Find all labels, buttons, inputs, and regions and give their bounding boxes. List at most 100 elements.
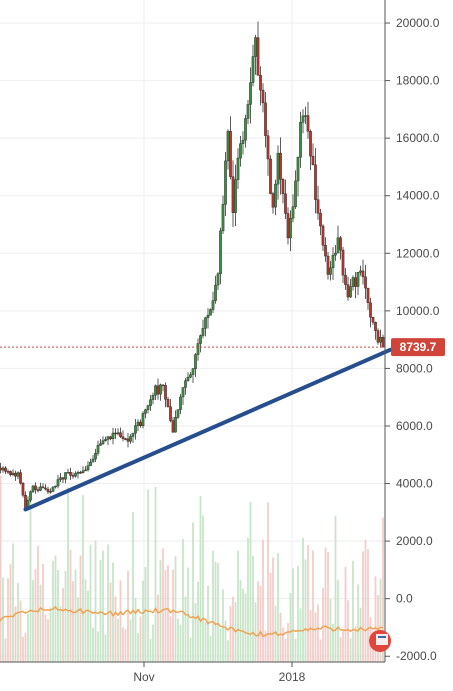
volume-bar [62,588,64,662]
candle-body [31,485,35,492]
candle-body [224,160,227,205]
candle-body [199,335,202,344]
volume-bar [279,612,282,662]
candle-body [101,440,105,444]
candle-body [74,473,77,477]
volume-bar [259,585,262,662]
y-tick-label: 0.0 [396,592,413,606]
volume-bar [77,597,79,662]
candle-body [326,255,330,275]
candle-body [4,467,7,472]
volume-bar [284,638,287,662]
volume-bar [307,544,309,662]
volume-bar [49,607,52,662]
y-tick-label: 2000.0 [396,534,433,548]
volume-bar [67,487,69,662]
candle-body [96,445,100,454]
volume-bar [44,614,47,662]
volume-bar [274,605,277,662]
volume-bar [217,563,219,662]
candle-body [369,302,372,318]
volume-bar [174,556,177,662]
candle-body [309,131,312,157]
volume-bar [317,604,319,662]
candle-body [141,413,145,427]
candle-body [84,469,87,472]
volume-bar [239,580,242,662]
volume-bar [72,581,74,662]
candle-body [19,472,22,484]
volume-bar [354,626,357,662]
candle-body [381,337,385,348]
volume-bar [149,638,152,662]
volume-bar [82,495,84,662]
volume-bar [304,559,307,662]
volume-bar [162,548,164,662]
candle-body [129,436,132,442]
volume-bar [319,639,322,662]
axes: 20000.0 18000.0 16000.0 14000.0 12000.0 10000… [0,0,440,684]
candle-body [274,183,277,208]
candle-body [234,179,237,213]
volume-bar [52,560,54,662]
y-tick-label: 8000.0 [396,361,433,375]
volume-bar [199,495,202,662]
volume-bar [89,544,92,662]
candle-body [116,432,120,435]
volume-bar [189,637,192,662]
volume-bar [252,555,254,662]
candle-body [281,179,285,195]
volume-bar [342,630,344,662]
candle-body [0,467,2,471]
volume-bar [94,540,97,662]
candle-body [86,465,90,471]
candle-body [124,438,127,440]
candle-body [21,482,25,496]
volume-bar [134,597,137,662]
volume-bar [297,566,299,662]
y-tick-label: 18000.0 [396,74,440,88]
volume-bar [294,638,297,662]
last-price-label: 8739.7 [400,340,437,354]
candle-body [99,443,102,446]
volume-bar [14,606,17,662]
candle-body [44,487,47,490]
candle-body [306,115,310,132]
volume-bar [367,549,369,662]
candle-body [174,417,177,433]
volume-bar [132,512,134,662]
volume-bar [287,622,289,662]
y-tick-label: -2000.0 [396,649,437,663]
candle-body [221,204,225,232]
volume-bar [289,593,292,662]
candle-body [214,284,217,301]
volume-bar [322,588,324,662]
volume-bar [4,638,7,662]
candle-body [134,425,137,434]
candle-body [131,432,135,437]
candle-body [341,249,345,276]
trendline[interactable] [23,347,393,512]
candle-body [164,385,167,400]
volume-bar [87,590,89,662]
candle-body [56,479,60,487]
candle-body [314,164,317,200]
candle-body [256,37,260,76]
volume-bar [27,613,29,662]
volume-moving-average [0,605,384,638]
support-trendline[interactable] [23,347,393,512]
candle-body [364,276,367,289]
candle-body [374,322,377,331]
candle-body [184,380,187,388]
volume-bar [47,619,49,662]
volume-bar [192,522,194,662]
candle-body [54,485,57,488]
volume-bar [377,594,379,662]
candle-body [254,37,257,57]
candle-body [329,267,332,275]
volume-bar [344,566,347,662]
volume-ma-line [0,605,384,638]
volume-bar [237,550,239,662]
volume-bar [84,579,87,662]
y-tick-label: 16000.0 [396,131,440,145]
